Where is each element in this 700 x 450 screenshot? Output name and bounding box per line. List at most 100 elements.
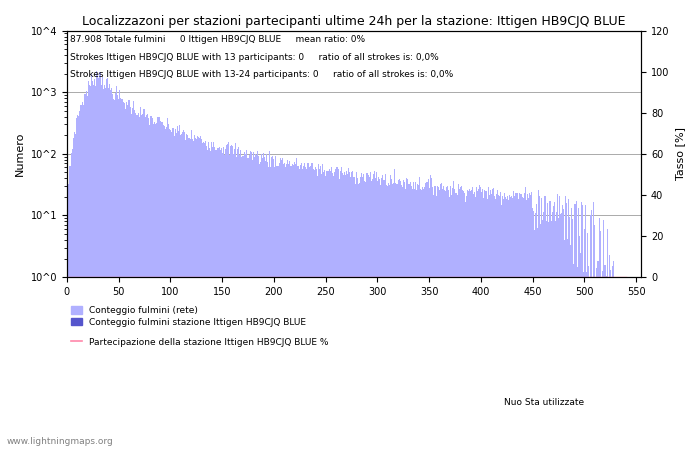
- Bar: [359, 183, 360, 450]
- Bar: [177, 126, 178, 450]
- Bar: [573, 264, 575, 450]
- Bar: [478, 189, 480, 450]
- Bar: [471, 190, 472, 450]
- Bar: [597, 261, 598, 450]
- Bar: [146, 115, 147, 450]
- Bar: [521, 194, 522, 450]
- Bar: [218, 147, 220, 450]
- Bar: [348, 168, 349, 450]
- Bar: [274, 167, 275, 450]
- Bar: [181, 134, 182, 450]
- Bar: [605, 265, 606, 450]
- Bar: [595, 277, 596, 450]
- Bar: [596, 268, 597, 450]
- Bar: [97, 75, 99, 450]
- Bar: [575, 202, 577, 450]
- Bar: [551, 221, 552, 450]
- Bar: [601, 277, 603, 450]
- Bar: [541, 198, 542, 450]
- Bar: [533, 211, 534, 450]
- Bar: [542, 220, 543, 450]
- Bar: [534, 230, 536, 450]
- Bar: [590, 215, 591, 450]
- Bar: [523, 198, 524, 450]
- Bar: [230, 146, 231, 450]
- Bar: [537, 228, 538, 450]
- Bar: [372, 174, 374, 450]
- Bar: [615, 334, 616, 450]
- Bar: [413, 182, 414, 450]
- Bar: [412, 189, 413, 450]
- Bar: [313, 169, 314, 450]
- Bar: [188, 138, 190, 450]
- Bar: [223, 147, 224, 450]
- Bar: [428, 189, 430, 450]
- Bar: [285, 167, 286, 450]
- Bar: [110, 90, 111, 450]
- Bar: [268, 167, 270, 450]
- Bar: [562, 205, 563, 450]
- Bar: [176, 133, 177, 450]
- Bar: [332, 173, 333, 450]
- Bar: [207, 150, 208, 450]
- Bar: [305, 167, 307, 450]
- Bar: [263, 153, 264, 450]
- Bar: [288, 164, 289, 450]
- Bar: [441, 183, 442, 450]
- Bar: [557, 194, 558, 450]
- Bar: [154, 122, 155, 450]
- Bar: [237, 149, 238, 450]
- Bar: [132, 101, 134, 450]
- Bar: [555, 220, 556, 450]
- Bar: [69, 166, 71, 450]
- Bar: [225, 145, 227, 450]
- Bar: [593, 202, 594, 450]
- Bar: [358, 184, 359, 450]
- Bar: [315, 167, 316, 450]
- Bar: [286, 164, 287, 450]
- Bar: [299, 170, 300, 450]
- Bar: [567, 238, 568, 450]
- Bar: [568, 199, 569, 450]
- Bar: [405, 189, 406, 450]
- Bar: [292, 164, 293, 450]
- Bar: [150, 116, 151, 450]
- Bar: [343, 175, 344, 450]
- Bar: [383, 180, 384, 450]
- Text: 87.908 Totale fulmini     0 Ittigen HB9CJQ BLUE     mean ratio: 0%: 87.908 Totale fulmini 0 Ittigen HB9CJQ B…: [70, 36, 365, 45]
- Bar: [242, 156, 244, 450]
- Bar: [284, 163, 285, 450]
- Bar: [500, 192, 501, 450]
- Bar: [228, 142, 229, 450]
- Bar: [125, 108, 127, 450]
- Bar: [201, 139, 202, 450]
- Bar: [603, 220, 605, 450]
- Bar: [472, 187, 473, 450]
- Bar: [570, 245, 571, 450]
- Text: Nuo Sta utilizzate: Nuo Sta utilizzate: [504, 398, 584, 407]
- Bar: [186, 135, 188, 450]
- Bar: [569, 217, 570, 450]
- Bar: [512, 198, 513, 450]
- Bar: [272, 156, 273, 450]
- Bar: [467, 190, 468, 450]
- Bar: [464, 194, 465, 450]
- Bar: [360, 177, 361, 450]
- Bar: [353, 177, 354, 450]
- Bar: [211, 142, 212, 450]
- Bar: [599, 218, 601, 450]
- Bar: [142, 114, 143, 450]
- Bar: [470, 191, 471, 450]
- Bar: [491, 189, 493, 450]
- Bar: [160, 122, 162, 450]
- Bar: [84, 94, 85, 450]
- Bar: [587, 233, 588, 450]
- Bar: [194, 135, 195, 450]
- Bar: [538, 190, 539, 450]
- Bar: [320, 166, 321, 450]
- Bar: [273, 159, 274, 450]
- Bar: [322, 164, 323, 450]
- Bar: [506, 199, 507, 450]
- Bar: [104, 85, 105, 450]
- Bar: [309, 166, 311, 450]
